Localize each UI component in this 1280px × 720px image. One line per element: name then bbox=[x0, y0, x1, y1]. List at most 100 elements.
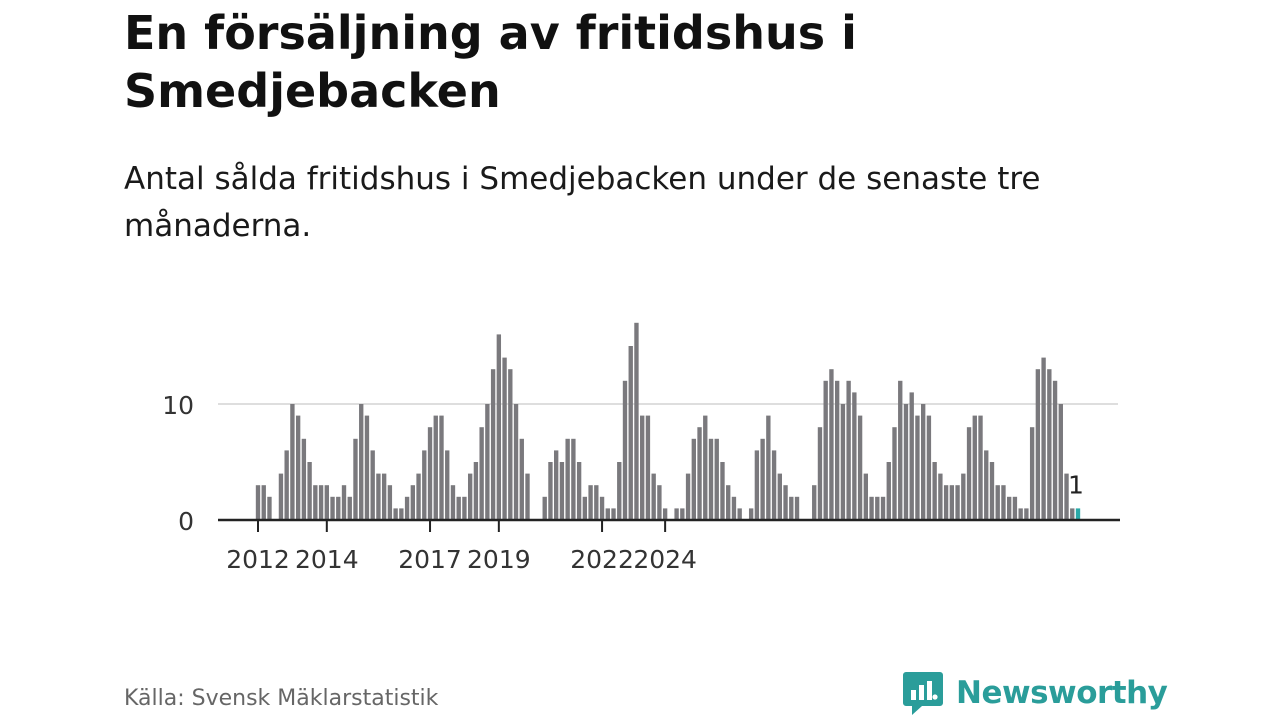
bar bbox=[990, 462, 994, 520]
bar bbox=[772, 450, 776, 520]
bar bbox=[955, 485, 959, 520]
newsworthy-logo-icon bbox=[902, 670, 944, 716]
bar bbox=[319, 485, 323, 520]
newsworthy-logo: Newsworthy bbox=[902, 670, 1167, 716]
bar bbox=[732, 497, 736, 520]
bar bbox=[1030, 427, 1034, 520]
bar bbox=[399, 508, 403, 520]
x-tick-label-2022: 2022 bbox=[570, 545, 634, 574]
bar bbox=[663, 508, 667, 520]
bar bbox=[606, 508, 610, 520]
bar bbox=[393, 508, 397, 520]
bar bbox=[353, 439, 357, 520]
bar bbox=[640, 416, 644, 520]
bar bbox=[1024, 508, 1028, 520]
bar bbox=[938, 474, 942, 520]
bar bbox=[915, 416, 919, 520]
bar bbox=[416, 474, 420, 520]
bar bbox=[520, 439, 524, 520]
bar bbox=[755, 450, 759, 520]
bar bbox=[302, 439, 306, 520]
bar bbox=[749, 508, 753, 520]
bar bbox=[439, 416, 443, 520]
bar bbox=[342, 485, 346, 520]
bar bbox=[864, 474, 868, 520]
bar bbox=[738, 508, 742, 520]
bar bbox=[812, 485, 816, 520]
bar bbox=[325, 485, 329, 520]
bar bbox=[365, 416, 369, 520]
bar bbox=[824, 381, 828, 520]
bar bbox=[726, 485, 730, 520]
bar bbox=[795, 497, 799, 520]
bar bbox=[875, 497, 879, 520]
bar bbox=[686, 474, 690, 520]
bar bbox=[451, 485, 455, 520]
chart-title: En försäljning av fritidshus i Smedjebac… bbox=[124, 4, 1124, 120]
x-tick-label-2024: 2024 bbox=[633, 545, 697, 574]
bar bbox=[904, 404, 908, 520]
bar bbox=[571, 439, 575, 520]
bar bbox=[434, 416, 438, 520]
bar bbox=[858, 416, 862, 520]
bar bbox=[313, 485, 317, 520]
bar bbox=[892, 427, 896, 520]
bar bbox=[284, 450, 288, 520]
bar bbox=[457, 497, 461, 520]
bar bbox=[525, 474, 529, 520]
bar bbox=[887, 462, 891, 520]
bar bbox=[485, 404, 489, 520]
bar bbox=[474, 462, 478, 520]
bar bbox=[789, 497, 793, 520]
bar bbox=[766, 416, 770, 520]
bar bbox=[829, 369, 833, 520]
bar bbox=[479, 427, 483, 520]
bar bbox=[502, 358, 506, 520]
bar bbox=[1047, 369, 1051, 520]
x-tick-label-2017: 2017 bbox=[398, 545, 462, 574]
bar bbox=[577, 462, 581, 520]
bar bbox=[910, 392, 914, 520]
bar bbox=[548, 462, 552, 520]
bar bbox=[944, 485, 948, 520]
newsworthy-brand-name: Newsworthy bbox=[956, 675, 1167, 711]
bar bbox=[869, 497, 873, 520]
bar bbox=[818, 427, 822, 520]
bar bbox=[1070, 508, 1074, 520]
bar bbox=[290, 404, 294, 520]
bar bbox=[514, 404, 518, 520]
bar bbox=[921, 404, 925, 520]
bar bbox=[932, 462, 936, 520]
bars bbox=[256, 323, 1080, 520]
bar bbox=[279, 474, 283, 520]
bar bbox=[646, 416, 650, 520]
bar bbox=[835, 381, 839, 520]
bar bbox=[1007, 497, 1011, 520]
bar bbox=[560, 462, 564, 520]
last-value-label: 1 bbox=[1068, 470, 1084, 499]
bar bbox=[674, 508, 678, 520]
bar bbox=[411, 485, 415, 520]
bar bbox=[715, 439, 719, 520]
bar bbox=[422, 450, 426, 520]
bar bbox=[709, 439, 713, 520]
x-tick-label-2012: 2012 bbox=[226, 545, 290, 574]
bar bbox=[760, 439, 764, 520]
bar bbox=[611, 508, 615, 520]
bar bbox=[405, 497, 409, 520]
bar bbox=[846, 381, 850, 520]
bar bbox=[852, 392, 856, 520]
bar bbox=[1059, 404, 1063, 520]
bar bbox=[778, 474, 782, 520]
bar bbox=[307, 462, 311, 520]
bar bbox=[543, 497, 547, 520]
bar bbox=[841, 404, 845, 520]
bar bbox=[720, 462, 724, 520]
bar bbox=[588, 485, 592, 520]
bar bbox=[1041, 358, 1045, 520]
bar bbox=[783, 485, 787, 520]
x-tick-label-2014: 2014 bbox=[295, 545, 359, 574]
bar bbox=[376, 474, 380, 520]
y-tick-label-10: 10 bbox=[162, 391, 194, 420]
bar bbox=[262, 485, 266, 520]
